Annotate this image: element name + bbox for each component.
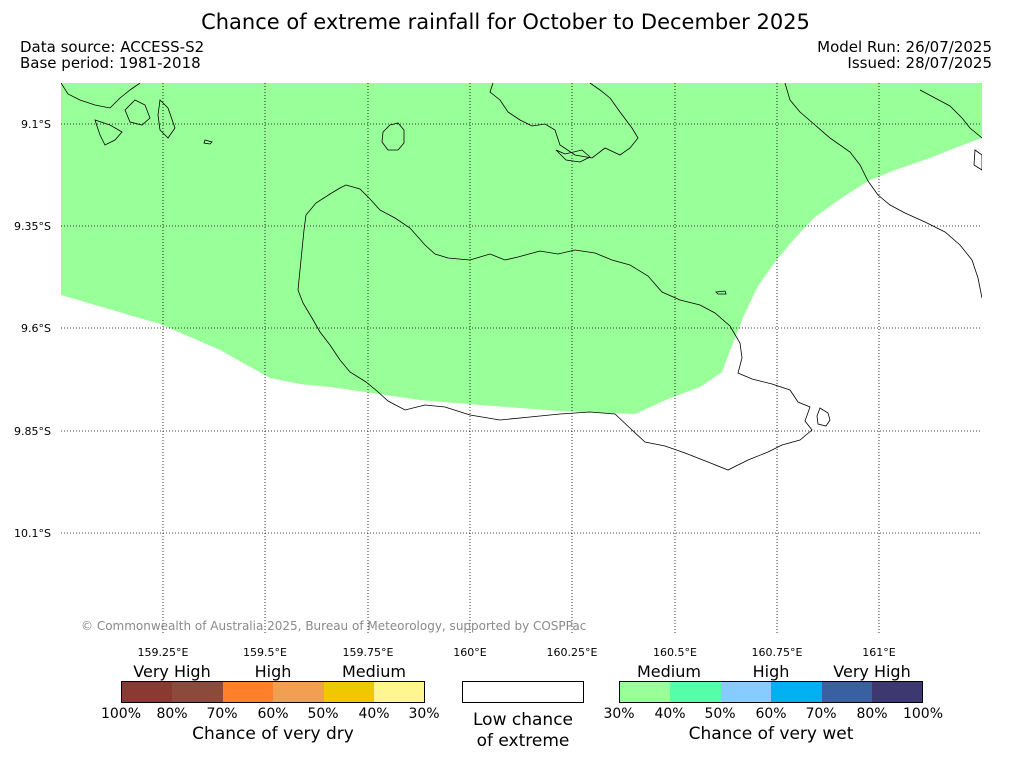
lat-label: 9.85°S	[14, 425, 51, 438]
lon-label: 159.5°E	[243, 646, 287, 659]
dry-colorbar	[121, 681, 425, 703]
wet-legend-title: Chance of very wet	[688, 724, 854, 744]
lat-label: 9.35°S	[14, 220, 51, 233]
lat-label: 10.1°S	[14, 527, 51, 540]
coastlines	[61, 83, 982, 471]
lon-label: 159.25°E	[138, 646, 189, 659]
wet-category-label: Medium	[637, 662, 701, 681]
dry-percent-label: 100%	[100, 706, 142, 722]
lat-label: 9.6°S	[21, 322, 51, 335]
wet-swatch	[822, 682, 873, 702]
wet-percent-label: 30%	[603, 706, 635, 722]
copyright-credit: © Commonwealth of Australia 2025, Bureau…	[81, 619, 586, 633]
wet-percent-label: 60%	[755, 706, 787, 722]
dry-swatch	[122, 682, 173, 702]
dry-percent-label: 70%	[206, 706, 238, 722]
lon-label: 161°E	[862, 646, 895, 659]
wet-percent-label: 50%	[704, 706, 736, 722]
dry-category-label: Very High	[133, 662, 211, 681]
data-source: Data source: ACCESS-S2	[20, 38, 205, 56]
dry-legend-title: Chance of very dry	[192, 724, 354, 744]
dry-swatch	[273, 682, 325, 702]
lon-label: 160°E	[453, 646, 486, 659]
wet-category-label: Very High	[833, 662, 911, 681]
dry-percent-label: 50%	[307, 706, 339, 722]
model-run: Model Run: 26/07/2025	[817, 38, 992, 56]
graticule	[61, 83, 982, 633]
low-chance-line2: of extreme	[476, 731, 570, 751]
dry-category-label: Medium	[342, 662, 406, 681]
map-title: Chance of extreme rainfall for October t…	[201, 10, 810, 34]
dry-category-label: High	[254, 662, 292, 681]
dry-swatch	[172, 682, 224, 702]
dry-swatch	[324, 682, 375, 702]
meta-left: Data source: ACCESS-S2 Base period: 1981…	[20, 39, 204, 71]
low-chance-swatch	[462, 681, 584, 703]
dry-percent-label: 30%	[408, 706, 440, 722]
wet-swatch	[872, 682, 922, 702]
dry-percent-label: 80%	[156, 706, 188, 722]
wet-swatch	[721, 682, 772, 702]
dry-swatch	[374, 682, 424, 702]
shaded-region	[61, 83, 982, 414]
base-period: Base period: 1981-2018	[20, 54, 201, 72]
lat-label: 9.1°S	[21, 118, 51, 131]
dry-swatch	[223, 682, 274, 702]
lon-label: 160.25°E	[547, 646, 598, 659]
wet-percent-label: 100%	[902, 706, 944, 722]
lon-label: 160.5°E	[653, 646, 697, 659]
issued-date: Issued: 28/07/2025	[847, 54, 992, 72]
wet-swatch	[670, 682, 722, 702]
lon-label: 160.75°E	[752, 646, 803, 659]
wet-swatch	[771, 682, 823, 702]
wet-percent-label: 80%	[856, 706, 888, 722]
wet-colorbar	[619, 681, 923, 703]
wet-category-label: High	[752, 662, 790, 681]
dry-percent-label: 40%	[358, 706, 390, 722]
wet-percent-label: 40%	[654, 706, 686, 722]
low-chance-label: Low chance of extreme	[452, 710, 594, 752]
wet-percent-label: 70%	[805, 706, 837, 722]
dry-percent-label: 60%	[257, 706, 289, 722]
lon-label: 159.75°E	[343, 646, 394, 659]
low-chance-line1: Low chance	[473, 710, 573, 730]
meta-right: Model Run: 26/07/2025 Issued: 28/07/2025	[817, 39, 992, 71]
wet-swatch	[620, 682, 671, 702]
